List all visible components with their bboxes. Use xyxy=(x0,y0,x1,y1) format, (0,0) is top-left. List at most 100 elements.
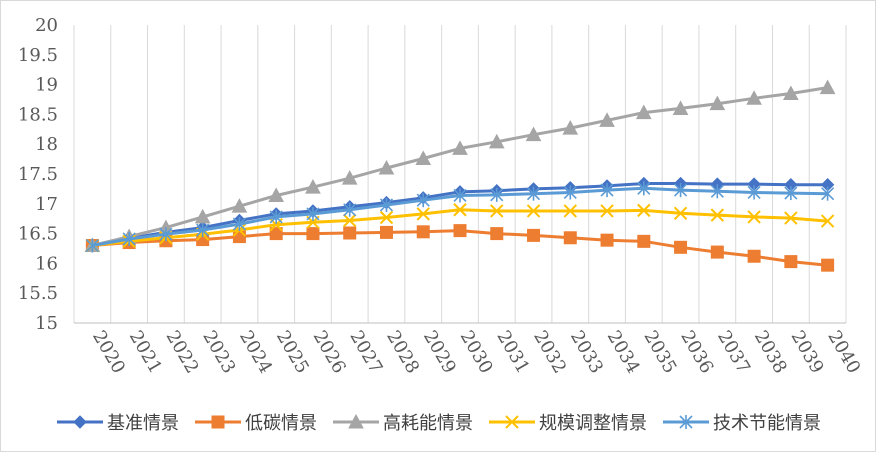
data-point-marker xyxy=(343,202,357,217)
data-point-marker xyxy=(674,183,688,198)
y-tick-label: 18 xyxy=(35,134,58,155)
data-point-marker xyxy=(232,230,246,244)
legend-label: 高耗能情景 xyxy=(383,413,473,434)
data-point-marker xyxy=(305,179,321,194)
data-point-marker xyxy=(269,209,283,224)
data-point-marker xyxy=(746,90,762,105)
y-tick-label: 16.5 xyxy=(18,224,58,245)
data-point-marker xyxy=(343,213,357,228)
data-point-marker xyxy=(821,258,835,272)
x-tick-label: 2035 xyxy=(639,327,680,377)
marker-stroke xyxy=(710,208,725,222)
data-point-marker xyxy=(673,206,688,221)
data-point-marker xyxy=(196,223,210,238)
data-point-marker xyxy=(231,198,248,213)
legend-item: 低碳情景 xyxy=(195,413,317,434)
data-point-marker xyxy=(416,225,430,239)
x-tick-label: 2023 xyxy=(198,327,239,377)
marker-stroke xyxy=(784,211,798,225)
legend-label: 低碳情景 xyxy=(245,413,317,434)
data-point-marker xyxy=(525,126,542,142)
data-point-marker xyxy=(527,228,541,242)
x-tick-label: 2029 xyxy=(419,327,460,377)
x-tick-label: 2025 xyxy=(272,327,313,377)
data-point-marker xyxy=(784,211,798,225)
legend-label: 基准情景 xyxy=(107,413,179,434)
marker-stroke xyxy=(505,415,519,429)
x-tick-label: 2032 xyxy=(529,327,570,377)
x-tick-label: 2021 xyxy=(125,327,166,377)
data-point-marker xyxy=(600,204,614,218)
data-point-marker xyxy=(747,185,761,200)
x-tick-label: 2027 xyxy=(345,327,386,377)
x-tick-label: 2034 xyxy=(603,327,644,377)
data-point-marker xyxy=(490,204,504,218)
data-point-marker xyxy=(73,415,87,429)
legend: 基准情景 低碳情景 高耗能情景 规模调整情景 技术节能情景 xyxy=(57,413,821,434)
data-point-marker xyxy=(821,186,835,201)
series-2 xyxy=(85,224,835,272)
data-point-marker xyxy=(747,249,761,263)
legend-label: 技术节能情景 xyxy=(713,413,821,434)
data-point-marker xyxy=(784,186,798,201)
x-tick-label: 2040 xyxy=(823,327,864,377)
data-point-marker xyxy=(194,208,211,224)
marker-stroke xyxy=(490,204,504,218)
data-point-marker xyxy=(526,204,541,218)
data-point-marker xyxy=(505,415,519,429)
x-tick-label: 2038 xyxy=(750,327,791,377)
data-point-marker xyxy=(820,214,835,228)
data-point-marker xyxy=(562,120,579,135)
data-point-marker xyxy=(637,181,651,196)
series-3 xyxy=(84,79,836,253)
y-tick-label: 19 xyxy=(35,75,58,96)
data-point-marker xyxy=(490,187,504,202)
marker-stroke xyxy=(600,204,614,218)
x-tick-label: 2033 xyxy=(566,327,607,377)
data-point-marker xyxy=(710,208,725,222)
y-tick-label: 15.5 xyxy=(18,283,58,304)
data-point-marker xyxy=(85,238,99,253)
series-5 xyxy=(85,181,835,253)
marker-stroke xyxy=(379,210,394,225)
legend-item: 规模调整情景 xyxy=(489,413,647,434)
marker-stroke xyxy=(563,204,577,218)
data-point-marker xyxy=(679,415,693,429)
data-point-marker xyxy=(747,210,761,224)
data-point-marker xyxy=(599,112,615,127)
marker-stroke xyxy=(820,214,835,228)
x-tick-label: 2022 xyxy=(162,327,203,377)
marker-stroke xyxy=(416,207,430,221)
x-tick-label: 2037 xyxy=(713,327,754,377)
data-point-marker xyxy=(600,183,614,198)
data-point-marker xyxy=(306,227,320,241)
data-point-marker xyxy=(379,210,394,225)
data-point-marker xyxy=(635,104,652,120)
legend-item: 高耗能情景 xyxy=(333,413,473,434)
data-point-marker xyxy=(378,159,395,175)
data-point-marker xyxy=(783,85,799,101)
data-point-marker xyxy=(453,203,467,217)
x-tick-label: 2039 xyxy=(787,327,828,377)
data-point-marker xyxy=(600,233,614,247)
legend-item: 基准情景 xyxy=(57,413,179,434)
data-point-marker xyxy=(674,240,688,254)
x-tick-label: 2031 xyxy=(492,327,533,377)
y-tick-label: 18.5 xyxy=(18,104,58,125)
data-point-marker xyxy=(453,188,467,203)
data-point-marker xyxy=(563,204,577,218)
data-point-marker xyxy=(819,79,836,95)
data-point-marker xyxy=(453,224,467,238)
data-point-marker xyxy=(268,187,285,202)
y-tick-label: 17 xyxy=(35,194,58,215)
y-tick-label: 16 xyxy=(35,253,58,274)
marker-stroke xyxy=(747,210,761,224)
data-point-marker xyxy=(672,100,689,115)
data-point-marker xyxy=(563,185,577,200)
x-tick-label: 2028 xyxy=(382,327,423,377)
data-point-marker xyxy=(563,231,577,245)
marker-stroke xyxy=(343,213,357,228)
y-tick-label: 15 xyxy=(35,313,58,334)
